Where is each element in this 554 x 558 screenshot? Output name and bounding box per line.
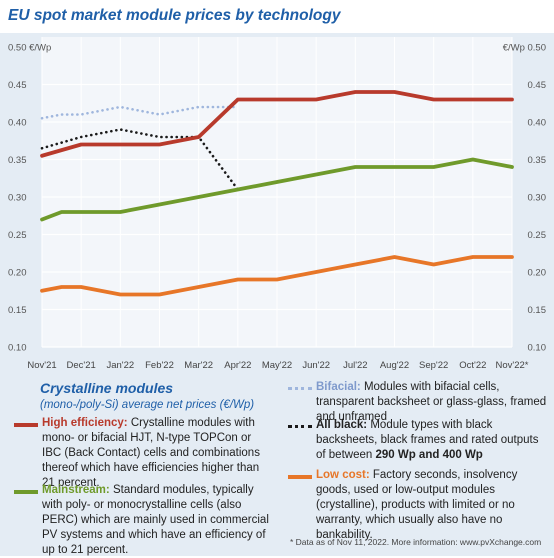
y-tick-label: 0.35 xyxy=(8,155,27,166)
y-tick-label-right: 0.20 xyxy=(528,268,547,279)
y-tick-label: 0.45 xyxy=(8,80,27,91)
y-tick-label-right: 0.45 xyxy=(528,80,547,91)
all-black-swatch xyxy=(288,425,312,428)
y-tick-label-right: 0.15 xyxy=(528,305,547,316)
x-tick-label: Oct'22 xyxy=(459,360,486,371)
x-tick-label: Aug'22 xyxy=(380,360,409,371)
y-tick-label-right: 0.30 xyxy=(528,193,547,204)
legend-key: Low cost: xyxy=(316,469,370,481)
y-tick-label: 0.30 xyxy=(8,193,27,204)
x-tick-label: Apr'22 xyxy=(224,360,251,371)
y-tick-label: 0.20 xyxy=(8,268,27,279)
y-tick-label: 0.15 xyxy=(8,305,27,316)
legend-text-bold: 290 Wp and 400 Wp xyxy=(375,449,483,461)
x-tick-label: Jan'22 xyxy=(106,360,134,371)
legend-subheading: (mono-/poly-Si) average net prices (€/Wp… xyxy=(40,399,255,411)
y-tick-label-right: 0.40 xyxy=(528,118,547,129)
x-tick-label: Mar'22 xyxy=(184,360,213,371)
legend-bifacial: Bifacial: Modules with bifacial cells, t… xyxy=(316,380,548,425)
x-tick-label: Nov'21 xyxy=(27,360,56,371)
y-tick-label: 0.50 €/Wp xyxy=(8,43,51,54)
series-line-high-efficiency xyxy=(40,90,514,158)
x-tick-label: Sep'22 xyxy=(419,360,448,371)
y-tick-label-right: €/Wp 0.50 xyxy=(503,43,546,54)
series-line-low-cost xyxy=(40,255,514,297)
footnote: * Data as of Nov 11, 2022. More informat… xyxy=(290,537,542,547)
legend-text: Factory seconds, insolvency goods, used … xyxy=(316,469,518,541)
x-tick-label: May'22 xyxy=(262,360,292,371)
y-tick-label: 0.10 xyxy=(8,343,27,354)
x-tick-label: Dec'21 xyxy=(67,360,96,371)
legend-all-black: All black: Module types with black backs… xyxy=(316,418,548,463)
y-tick-label-right: 0.10 xyxy=(528,343,547,354)
bifacial-swatch xyxy=(288,387,312,390)
y-tick-label: 0.25 xyxy=(8,230,27,241)
high-efficiency-swatch xyxy=(14,423,38,427)
legend-text: Crystalline modules with mono- or bifaci… xyxy=(42,417,260,489)
legend-text: Module types with black backsheets, blac… xyxy=(316,419,539,461)
line-chart: 0.50 €/Wp €/Wp 0.50 0.45 0.45 0.40 0.40 0.35 0.… xyxy=(8,37,547,371)
y-tick-label: 0.40 xyxy=(8,118,27,129)
legend-mainstream: Mainstream: Standard modules, typically … xyxy=(42,483,270,558)
legend-text: Standard modules, typically with poly- o… xyxy=(42,484,269,556)
mainstream-swatch xyxy=(14,490,38,494)
x-tick-label: Feb'22 xyxy=(145,360,174,371)
legend-heading: Crystalline modules xyxy=(40,380,174,396)
legend-key: High efficiency: xyxy=(42,417,128,429)
series-line-bifacial xyxy=(40,105,240,120)
y-tick-label-right: 0.35 xyxy=(528,155,547,166)
legend-key: Mainstream: xyxy=(42,484,110,496)
legend-high-efficiency: High efficiency: Crystalline modules wit… xyxy=(42,416,270,491)
legend-key: Bifacial: xyxy=(316,381,361,393)
x-tick-label: Jul'22 xyxy=(343,360,368,371)
chart-title: EU spot market module prices by technolo… xyxy=(8,7,341,24)
low-cost-swatch xyxy=(288,475,312,479)
x-tick-label: Nov'22* xyxy=(496,360,529,371)
x-tick-label: Jun'22 xyxy=(302,360,330,371)
legend-text: Modules with bifacial cells, transparent… xyxy=(316,381,547,423)
y-tick-label-right: 0.25 xyxy=(528,230,547,241)
legend-low-cost: Low cost: Factory seconds, insolvency go… xyxy=(316,468,548,543)
series-line-mainstream xyxy=(40,157,514,222)
legend-key: All black: xyxy=(316,419,368,431)
